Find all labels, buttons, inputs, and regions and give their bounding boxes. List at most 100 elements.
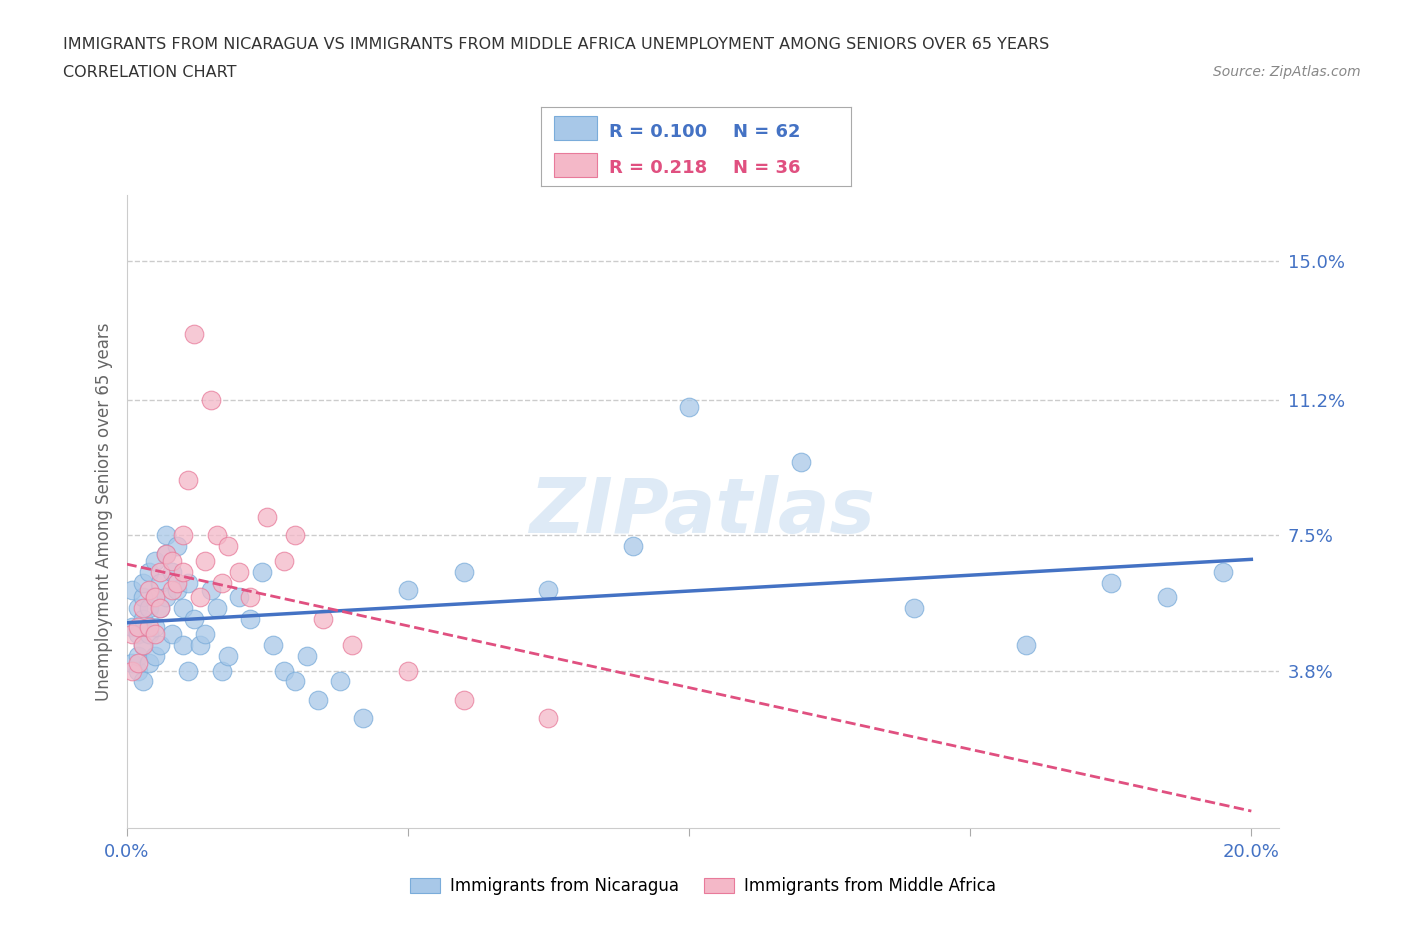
Point [127,656,149,671]
Point [138,565,160,579]
Point [155,546,177,561]
Point [183,612,205,627]
Point [183,326,205,341]
Point [217,538,239,553]
Point [903,601,925,616]
Point [396,663,419,678]
Point [177,473,200,488]
Point [273,553,295,568]
Point [121,627,143,642]
Point [262,637,284,652]
Text: IMMIGRANTS FROM NICARAGUA VS IMMIGRANTS FROM MIDDLE AFRICA UNEMPLOYMENT AMONG SE: IMMIGRANTS FROM NICARAGUA VS IMMIGRANTS … [63,37,1049,52]
Point [121,619,143,634]
Point [149,576,172,591]
Bar [554,116,598,140]
Point [127,663,149,678]
Point [256,510,278,525]
Point [621,538,644,553]
Point [312,612,335,627]
Point [149,637,172,652]
Point [149,601,172,616]
Point [200,583,222,598]
Point [160,553,183,568]
Point [188,590,211,604]
Point [239,612,262,627]
Point [537,583,560,598]
Point [172,528,194,543]
Point [205,601,228,616]
Text: R = 0.100: R = 0.100 [609,123,707,141]
Point [143,627,166,642]
Point [132,576,155,591]
Point [127,619,149,634]
Legend: Immigrants from Nicaragua, Immigrants from Middle Africa: Immigrants from Nicaragua, Immigrants fr… [404,870,1002,901]
Point [138,627,160,642]
Point [127,601,149,616]
Text: Source: ZipAtlas.com: Source: ZipAtlas.com [1213,65,1361,79]
Point [295,648,318,663]
Bar [554,153,598,177]
Point [205,528,228,543]
Point [396,583,419,598]
Point [217,648,239,663]
Point [155,590,177,604]
Point [790,455,813,470]
Point [132,637,155,652]
Point [453,692,475,707]
Point [172,601,194,616]
Point [132,674,155,689]
Text: CORRELATION CHART: CORRELATION CHART [63,65,236,80]
Point [143,553,166,568]
Point [284,674,307,689]
Point [239,590,262,604]
Point [284,528,307,543]
Point [143,619,166,634]
Point [166,576,188,591]
Point [211,663,233,678]
Y-axis label: Unemployment Among Seniors over 65 years: Unemployment Among Seniors over 65 years [94,323,112,700]
Point [1156,590,1178,604]
Point [177,663,200,678]
Point [194,553,217,568]
Point [228,565,250,579]
Point [250,565,273,579]
Point [194,627,217,642]
Point [188,637,211,652]
Point [172,637,194,652]
Point [149,601,172,616]
Point [172,565,194,579]
Text: N = 62: N = 62 [733,123,800,141]
Point [307,692,329,707]
Point [273,663,295,678]
Point [160,565,183,579]
Point [143,590,166,604]
Point [340,637,363,652]
Point [211,576,233,591]
Point [155,528,177,543]
Point [127,648,149,663]
Point [1015,637,1038,652]
Point [352,711,374,725]
Point [132,601,155,616]
Text: R = 0.218: R = 0.218 [609,159,707,178]
Point [166,538,188,553]
Point [200,392,222,407]
Point [143,590,166,604]
Point [121,583,143,598]
Point [121,656,143,671]
Point [149,565,172,579]
Point [138,583,160,598]
Point [132,637,155,652]
Point [121,663,143,678]
Point [155,546,177,561]
Text: ZIPatlas: ZIPatlas [530,474,876,549]
Point [160,627,183,642]
Point [143,648,166,663]
Point [228,590,250,604]
Point [537,711,560,725]
Point [453,565,475,579]
Point [329,674,352,689]
Point [132,590,155,604]
Point [138,656,160,671]
Point [177,576,200,591]
